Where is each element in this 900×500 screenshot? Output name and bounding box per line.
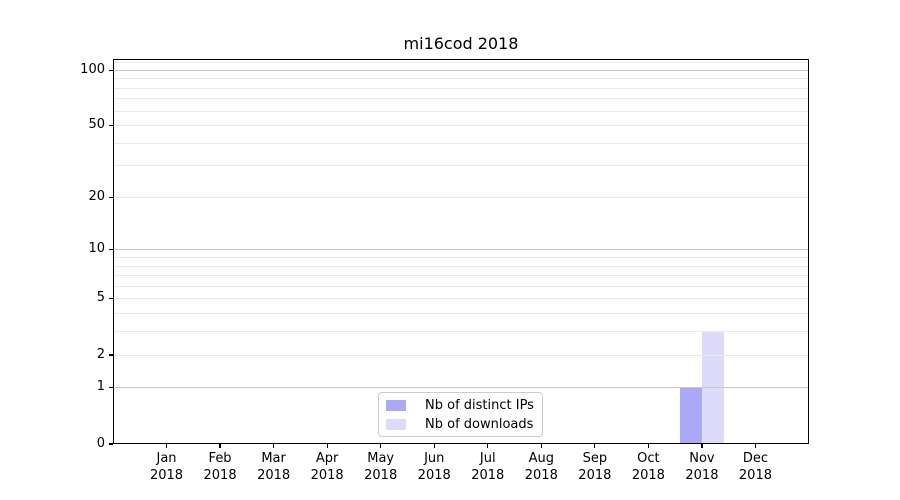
gridline-minor: [113, 354, 809, 356]
x-tick-mark: [540, 444, 542, 448]
x-tick-year: 2018: [631, 467, 665, 483]
x-tick-month: Dec: [742, 451, 769, 466]
x-tick-mark: [701, 444, 703, 448]
gridline-minor: [113, 125, 809, 127]
legend-swatch-distinct-ips-icon: [386, 399, 406, 411]
legend-item-distinct-ips: Nb of distinct IPs: [386, 398, 542, 413]
x-tick-year: 2018: [471, 467, 505, 483]
x-tick-month: Oct: [637, 451, 660, 466]
x-tick-year: 2018: [310, 467, 344, 483]
x-tick-label: May 2018: [349, 451, 413, 484]
x-tick-mark: [380, 444, 382, 448]
legend: Nb of distinct IPs Nb of downloads: [378, 392, 543, 437]
x-tick-month: Jan: [156, 451, 177, 466]
gridline-major: [113, 69, 809, 71]
x-tick-label: Jul 2018: [456, 451, 520, 484]
y-tick-mark: [109, 387, 113, 389]
gridline-minor: [113, 298, 809, 300]
y-tick-mark: [109, 443, 113, 445]
x-tick-label: Apr 2018: [295, 451, 359, 484]
x-tick-month: May: [367, 451, 395, 466]
x-tick-label: Nov 2018: [670, 451, 734, 484]
gridline-minor: [113, 196, 809, 198]
x-tick-mark: [273, 444, 275, 448]
legend-label-distinct-ips: Nb of distinct IPs: [425, 397, 534, 413]
y-tick-mark: [109, 249, 113, 251]
x-tick-label: Dec 2018: [723, 451, 787, 484]
x-tick-month: Feb: [208, 451, 232, 466]
gridline-minor: [113, 87, 809, 89]
y-tick-label: 100: [80, 61, 105, 77]
x-tick-month: Aug: [528, 451, 554, 466]
gridline-minor: [113, 142, 809, 144]
x-tick-month: Nov: [689, 451, 715, 466]
x-tick-month: Apr: [315, 451, 339, 466]
x-tick-month: Mar: [261, 451, 286, 466]
x-tick-mark: [594, 444, 596, 448]
gridline-minor: [113, 257, 809, 258]
y-tick-label: 50: [88, 117, 105, 133]
gridline-minor: [113, 285, 809, 287]
gridline-minor: [113, 62, 809, 64]
x-tick-mark: [165, 444, 168, 448]
x-tick-mark: [219, 444, 221, 448]
x-tick-label: Sep 2018: [563, 451, 627, 484]
x-tick-label: Jun 2018: [402, 451, 466, 484]
x-tick-mark: [647, 444, 649, 448]
x-tick-label: Aug 2018: [509, 451, 573, 484]
x-tick-year: 2018: [257, 467, 291, 483]
gridline-minor: [113, 331, 809, 333]
x-tick-year: 2018: [685, 467, 719, 483]
y-tick-mark: [109, 354, 113, 356]
gridline-minor: [113, 98, 809, 100]
x-tick-year: 2018: [364, 467, 398, 483]
gridline-minor: [113, 313, 809, 315]
y-tick-label: 2: [96, 346, 105, 362]
x-tick-label: Feb 2018: [188, 451, 252, 484]
x-tick-label: Oct 2018: [616, 451, 680, 484]
y-tick-label: 20: [88, 188, 105, 204]
legend-item-downloads: Nb of downloads: [386, 417, 542, 432]
gridline-major: [113, 387, 809, 389]
x-tick-year: 2018: [149, 467, 184, 483]
gridline-major: [113, 249, 809, 251]
x-tick-mark: [487, 444, 489, 448]
gridline-minor: [113, 110, 809, 112]
x-tick-month: Jun: [424, 451, 445, 466]
x-tick-label: Mar 2018: [242, 451, 306, 484]
legend-label-downloads: Nb of downloads: [425, 416, 534, 432]
gridline-minor: [113, 165, 809, 167]
bar-nb-of-distinct-ips-nov: [679, 387, 702, 444]
gridline-minor: [113, 275, 809, 277]
x-tick-mark: [326, 444, 328, 448]
y-tick-mark: [109, 298, 113, 300]
x-tick-mark: [754, 444, 757, 448]
y-tick-label: 5: [96, 290, 105, 306]
x-tick-year: 2018: [203, 467, 237, 483]
chart-title: mi16cod 2018: [403, 34, 519, 53]
y-tick-mark: [109, 124, 113, 127]
y-tick-mark: [109, 196, 113, 198]
y-tick-label: 10: [88, 241, 105, 257]
x-tick-month: Jul: [479, 451, 496, 466]
x-tick-year: 2018: [417, 467, 451, 483]
y-tick-label: 1: [96, 379, 105, 395]
gridline-minor: [113, 265, 809, 267]
x-tick-label: Jan 2018: [135, 451, 199, 484]
y-tick-label: 0: [96, 435, 105, 451]
x-tick-year: 2018: [738, 467, 772, 483]
y-tick-mark: [109, 69, 113, 71]
legend-swatch-downloads-icon: [386, 418, 406, 430]
x-tick-year: 2018: [524, 467, 558, 483]
x-tick-month: Sep: [582, 451, 608, 466]
x-tick-mark: [433, 444, 435, 448]
gridline-minor: [113, 78, 809, 80]
x-tick-year: 2018: [578, 467, 612, 483]
